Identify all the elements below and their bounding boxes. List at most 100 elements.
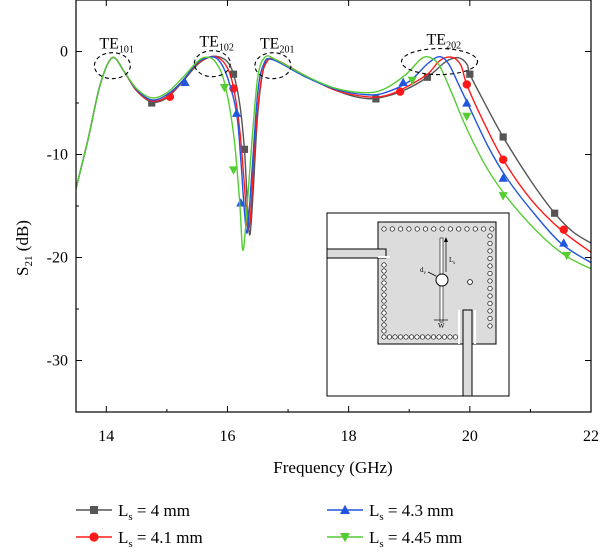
inset-via-rows (381, 226, 495, 340)
inset-via (381, 226, 387, 232)
inset-via (439, 226, 445, 232)
inset-via (481, 226, 487, 232)
inset-via (441, 334, 448, 340)
inset-via (487, 255, 493, 262)
inset-via (381, 310, 387, 316)
series-3-marker-4 (398, 77, 408, 86)
inset-via (406, 226, 412, 232)
y-axis-title-sub: 21 (23, 255, 35, 266)
legend-item-4: Ls = 4.45 mm (327, 528, 462, 550)
inset-via (487, 270, 493, 277)
inset-schematic: Ls dv W (326, 212, 510, 397)
x-axis-title: Frequency (GHz) (273, 458, 392, 477)
series-2 (76, 55, 591, 253)
annotation-ellipse-4 (400, 48, 479, 76)
inset-via (431, 226, 437, 232)
inset-small-via (467, 279, 473, 285)
inset-via (414, 334, 420, 340)
series-1-marker-8 (551, 209, 559, 217)
y-tick-label-3: -20 (47, 250, 68, 267)
inset-left-feed (326, 248, 387, 259)
inset-via (381, 334, 387, 340)
legend-label-2: Ls = 4.1 mm (118, 528, 203, 550)
series-4-marker-1 (219, 83, 230, 93)
inset-via (419, 334, 426, 340)
inset-via (487, 248, 493, 254)
series-3-marker-5 (462, 98, 472, 107)
series-4-marker-3 (407, 76, 417, 86)
series-1-marker-5 (423, 73, 432, 81)
inset-slot-upper (439, 237, 444, 275)
y-tick-label-4: -30 (47, 353, 68, 370)
inset-dv-arrow (427, 271, 437, 277)
series-1-marker-4 (372, 95, 380, 103)
inset-via (472, 226, 478, 232)
inset-via (381, 292, 387, 298)
annotation-ellipse-3 (254, 52, 292, 80)
series-line-3 (76, 55, 591, 264)
inset-via (381, 322, 387, 328)
series-4 (76, 55, 591, 270)
y-axis-title-rest: (dB) (13, 220, 32, 255)
series-2-marker-4 (462, 80, 471, 89)
legend-marker-1 (90, 506, 98, 514)
series-1-marker-1 (148, 99, 156, 107)
inset-via (456, 226, 462, 232)
annotation-label-4: TE202 (427, 32, 462, 52)
series-4-marker-5 (498, 192, 508, 201)
inset-via (447, 226, 453, 232)
inset-via (487, 285, 493, 292)
legend-marker-2 (89, 532, 99, 542)
inset-via (398, 226, 404, 232)
inset-via (381, 274, 387, 280)
inset-via (381, 286, 387, 292)
series-1-marker-3 (240, 145, 249, 153)
series-2-marker-6 (559, 225, 568, 234)
y-axis-title-base: S (13, 266, 32, 275)
legend-item-1: Ls = 4 mm (76, 501, 190, 523)
inset-via (392, 334, 398, 340)
inset-via (452, 334, 459, 340)
x-tick-label-5: 22 (583, 428, 599, 445)
series-3 (76, 55, 591, 264)
annotation-label-3: TE201 (260, 36, 295, 56)
inset-label-ls: Ls (449, 256, 455, 266)
inset-via (487, 240, 493, 247)
inset-via (430, 334, 437, 340)
inset-via (425, 334, 431, 340)
y-axis-title: S21 (dB) (13, 220, 35, 276)
series-2-marker-5 (498, 155, 508, 164)
legend-label-3: Ls = 4.3 mm (369, 501, 454, 523)
series-curves (76, 55, 591, 270)
inset-via (408, 334, 415, 340)
inset-via (381, 280, 387, 286)
inset-bottom-slot-right (474, 310, 476, 344)
legend-label-1: Ls = 4 mm (118, 501, 190, 523)
inset-via (381, 268, 387, 274)
series-2-marker-3 (395, 87, 405, 96)
inset-via (464, 226, 470, 232)
inset-via (436, 334, 442, 340)
series-4-marker-6 (562, 251, 572, 261)
inset-via (397, 334, 404, 340)
inset-via (487, 233, 493, 239)
series-3-marker-6 (498, 173, 508, 182)
inset-via (487, 300, 493, 307)
legend-marker-4 (340, 533, 350, 543)
inset-via (487, 308, 493, 314)
inset-via (487, 323, 493, 329)
inset-via (422, 226, 429, 232)
x-tick-label-3: 18 (341, 428, 357, 445)
x-tick-label-1: 14 (98, 428, 114, 445)
series-1-marker-7 (499, 133, 507, 141)
series-3-marker-7 (559, 238, 569, 247)
series-line-2 (76, 55, 591, 253)
series-4-marker-2 (228, 166, 239, 175)
inset-bottom-slot-left (458, 310, 460, 344)
inset-via (381, 304, 387, 310)
series-line-4 (76, 55, 591, 270)
inset-via (487, 278, 493, 284)
y-tick-label-1: 0 (60, 44, 68, 61)
legend-item-3: Ls = 4.3 mm (327, 501, 454, 523)
